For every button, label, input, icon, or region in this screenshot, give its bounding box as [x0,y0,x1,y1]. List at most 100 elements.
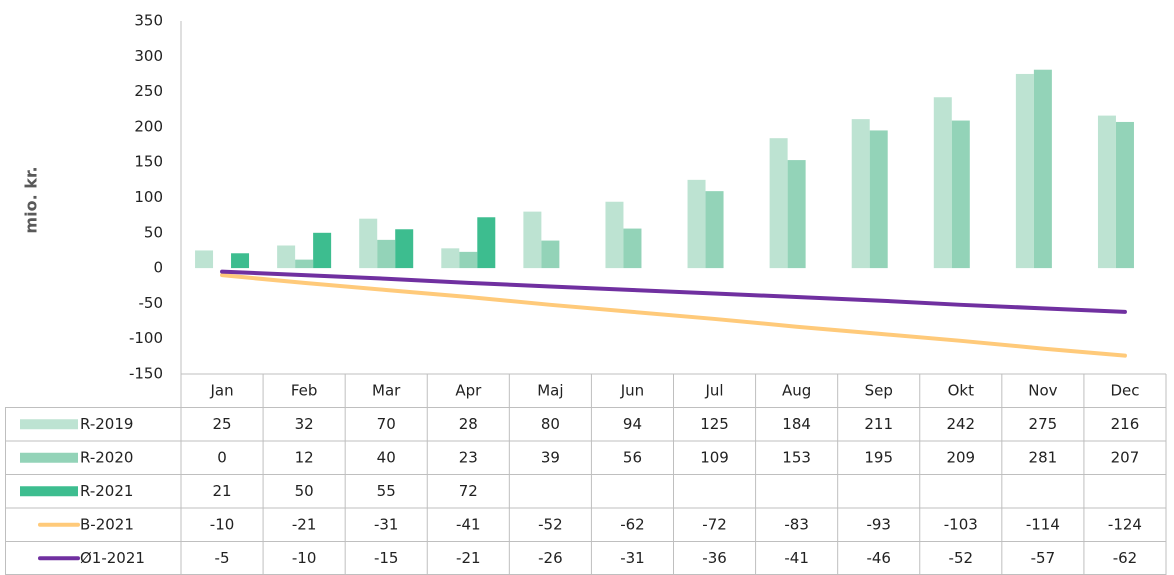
y-axis-label: mio. kr. [22,166,41,233]
bar [395,229,414,269]
table-cell: -46 [866,549,891,567]
x-tick-label: Jun [620,381,644,399]
legend-label: R-2021 [80,482,133,500]
table-cell: -52 [538,515,563,533]
legend-label: B-2021 [80,515,134,533]
table-cell: 195 [864,448,893,466]
bar [933,97,952,269]
table-cell: -83 [784,515,809,533]
x-tick-label: Okt [948,381,974,399]
table-cell: -26 [538,549,563,567]
table-cell: -41 [456,515,481,533]
line [220,273,1127,358]
table-cell: 125 [700,415,729,433]
table-cell: -57 [1031,549,1056,567]
table-cell: 25 [212,415,231,433]
table-cell: 207 [1111,448,1140,466]
table-cell: -52 [949,549,974,567]
table-cell: 39 [541,448,560,466]
table-cell: -93 [866,515,891,533]
bar [231,253,250,269]
bar [769,138,788,269]
table-cell: 153 [782,448,811,466]
bar [705,191,724,269]
y-tick-label: 300 [134,47,163,65]
y-tick-label: -50 [139,294,164,312]
y-tick-label: 200 [134,117,163,135]
line [220,269,1127,314]
table-cell: 55 [377,482,396,500]
table-cell: -5 [215,549,230,567]
bar [459,251,478,269]
table-cell: 94 [623,415,642,433]
bar [869,130,888,269]
bar [441,248,460,269]
y-tick-label: 350 [134,12,163,30]
bar [541,240,560,269]
table-cell: 23 [459,448,478,466]
table-cell: 209 [946,448,975,466]
bar [377,239,396,269]
table-cell: -10 [210,515,235,533]
table-cell: 275 [1029,415,1058,433]
x-tick-label: Apr [455,381,482,399]
table-cell: -62 [1113,549,1138,567]
table-cell: 50 [295,482,314,500]
y-tick-label: 100 [134,188,163,206]
y-tick-label: 0 [153,259,163,277]
table-cell: -72 [702,515,727,533]
bar [477,217,496,269]
table-cell: -103 [944,515,978,533]
bar [851,119,870,269]
table-cell: 211 [864,415,893,433]
bar [523,211,542,269]
legend-key [20,486,78,497]
table-cell: 242 [946,415,975,433]
x-tick-label: Mar [372,381,401,399]
bar [1115,121,1134,269]
x-tick-label: Dec [1110,381,1139,399]
bar [195,250,214,269]
table-cell: -36 [702,549,727,567]
y-tick-label: 50 [144,223,163,241]
bar [687,179,706,269]
x-tick-label: Feb [291,381,318,399]
table-cell: -114 [1026,515,1060,533]
legend-key [20,452,78,463]
legend-label: Ø1-2021 [80,549,145,567]
table-cell: -15 [374,549,399,567]
bar [277,245,296,269]
legend-key [20,419,78,430]
bar [1033,69,1052,269]
table-cell: 72 [459,482,478,500]
x-tick-label: Jul [704,381,723,399]
y-tick-label: -150 [129,365,163,383]
x-tick-label: Maj [537,381,563,399]
legend-label: R-2019 [80,415,133,433]
x-tick-label: Jan [209,381,233,399]
table-cell: 21 [212,482,231,500]
table-cell: 216 [1111,415,1140,433]
y-tick-label: -100 [129,329,163,347]
table-cell: 40 [377,448,396,466]
x-tick-label: Nov [1028,381,1057,399]
bar [605,201,624,269]
table-cell: 109 [700,448,729,466]
table-cell: -31 [374,515,399,533]
bar [1015,73,1034,269]
x-tick-label: Aug [782,381,811,399]
x-tick-label: Sep [865,381,893,399]
y-tick-label: 250 [134,82,163,100]
bar [359,218,378,269]
table-cell: -21 [292,515,317,533]
bar [295,259,314,269]
table-cell: -31 [620,549,645,567]
table-cell: 28 [459,415,478,433]
table-cell: 12 [295,448,314,466]
table-cell: -10 [292,549,317,567]
table-cell: 56 [623,448,642,466]
table-cell: 70 [377,415,396,433]
legend-label: R-2020 [80,448,133,466]
table-cell: 281 [1029,448,1058,466]
